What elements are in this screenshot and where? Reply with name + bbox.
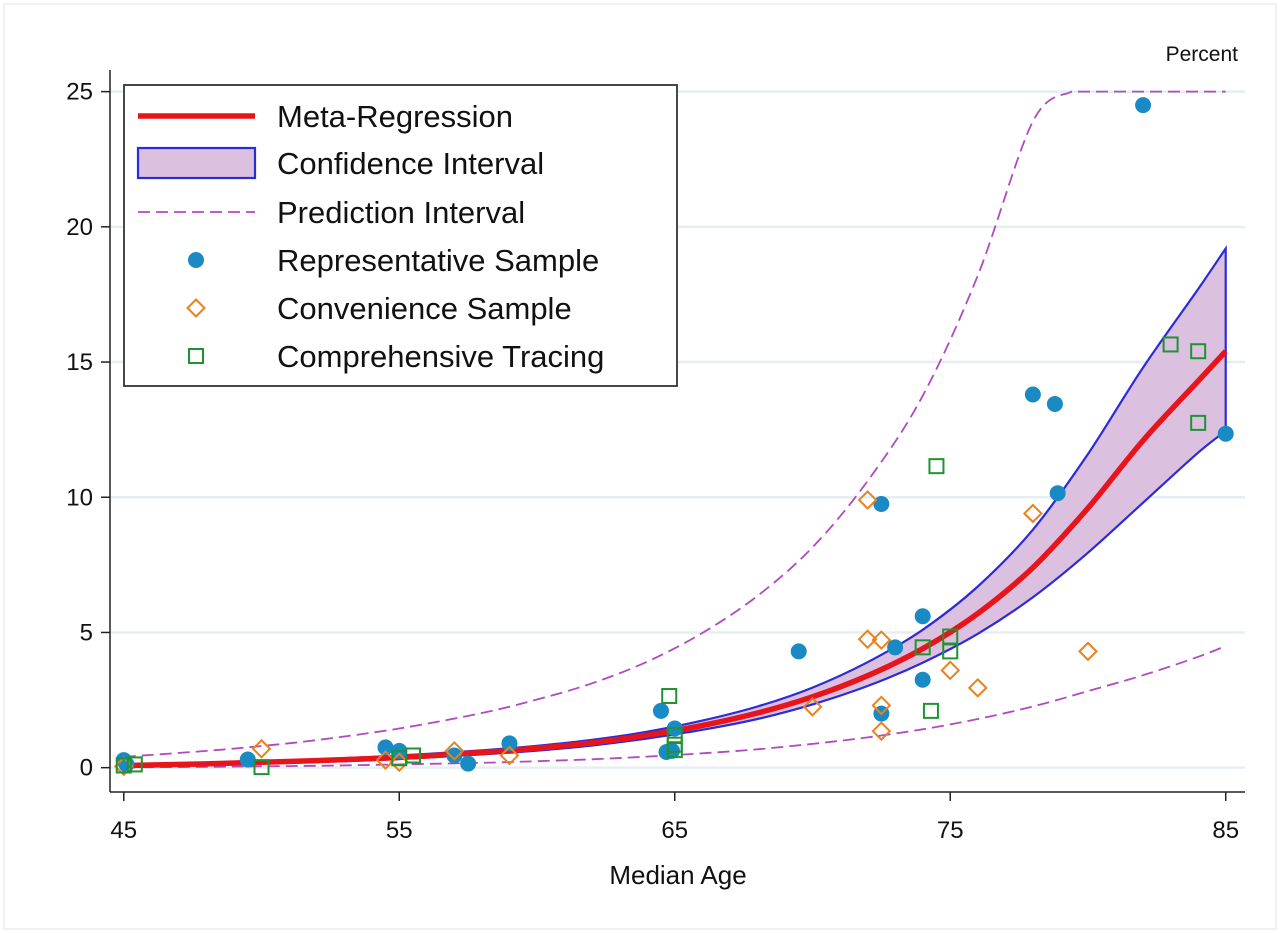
legend-swatch-representative: [188, 252, 204, 268]
x-tick-label-65: 65: [661, 817, 688, 844]
point-square-10: [922, 702, 939, 719]
point-diamond-8: [857, 629, 878, 650]
point-diamond-4: [444, 740, 465, 761]
legend-item-ci: Confidence Interval: [136, 146, 544, 181]
point-circle-16: [914, 608, 931, 625]
point-circle-2: [239, 751, 256, 768]
x-axis-ticks: 45 55 65 75 85: [110, 792, 1239, 844]
point-square-8: [666, 742, 683, 759]
legend-item-representative: Representative Sample: [188, 243, 599, 278]
point-square-11: [928, 458, 945, 475]
legend-box: [123, 84, 678, 387]
point-square-1: [126, 756, 143, 773]
y-tick-label-10: 10: [66, 484, 93, 511]
legend-label-ci: Confidence Interval: [277, 146, 544, 181]
y-tick-label-5: 5: [80, 619, 93, 646]
point-diamond-3: [389, 752, 410, 773]
prediction-interval-upper-line: [123, 90, 1226, 758]
point-square-9: [914, 639, 931, 656]
point-circle-6: [460, 755, 477, 772]
legend-swatch-tracing: [188, 348, 204, 364]
legend: Meta-Regression Confidence Interval Predic…: [123, 84, 678, 387]
point-circle-5: [446, 747, 463, 764]
x-tick-label-55: 55: [386, 817, 413, 844]
figure-frame: [3, 3, 1277, 930]
legend-items: Meta-Regression Confidence Interval Predic…: [136, 99, 604, 374]
legend-swatch-convenience: [186, 298, 206, 318]
point-circle-7: [501, 735, 518, 752]
meta-regression-line: [123, 349, 1228, 769]
point-square-13: [942, 643, 959, 660]
y-tick-label-0: 0: [80, 755, 93, 782]
point-diamond-7: [857, 490, 878, 510]
y-unit-label: Percent: [1166, 43, 1239, 66]
point-square-16: [1190, 414, 1207, 431]
y-tick-label-25: 25: [66, 79, 93, 106]
point-circle-20: [1049, 485, 1066, 502]
point-diamond-1: [251, 738, 272, 759]
point-diamond-12: [940, 660, 961, 681]
series-diamond: [113, 490, 1098, 777]
point-square-2: [253, 759, 270, 776]
legend-swatch-ci: [136, 146, 257, 180]
legend-label-tracing: Comprehensive Tracing: [277, 339, 604, 374]
x-tick-label-45: 45: [110, 817, 137, 844]
point-square-5: [661, 688, 678, 705]
x-tick-label-85: 85: [1212, 817, 1239, 844]
axes: 0 5 10 15 20 25 45 55 65 75 85 Median Age Percent: [66, 43, 1245, 890]
point-circle-18: [1024, 386, 1041, 403]
point-diamond-2: [375, 750, 396, 771]
legend-item-regression: Meta-Regression: [138, 99, 513, 134]
point-circle-15: [887, 639, 904, 656]
point-circle-17: [914, 671, 931, 688]
legend-label-prediction: Prediction Interval: [277, 195, 525, 230]
point-circle-8: [652, 702, 669, 719]
y-tick-label-15: 15: [66, 349, 93, 376]
point-diamond-6: [802, 696, 823, 717]
point-diamond-0: [113, 756, 134, 777]
legend-label-regression: Meta-Regression: [277, 99, 513, 134]
legend-item-prediction: Prediction Interval: [138, 195, 525, 230]
legend-item-tracing: Comprehensive Tracing: [188, 339, 604, 374]
point-diamond-11: [871, 721, 892, 742]
plot-region: [113, 90, 1234, 777]
legend-label-representative: Representative Sample: [277, 243, 599, 278]
x-axis-title: Median Age: [609, 860, 746, 890]
point-circle-22: [1217, 425, 1234, 442]
point-diamond-5: [499, 745, 520, 766]
series-square: [115, 336, 1207, 776]
point-square-4: [405, 747, 422, 764]
point-circle-12: [790, 643, 807, 660]
point-circle-19: [1046, 395, 1063, 412]
data-markers: [113, 97, 1234, 777]
x-tick-label-75: 75: [937, 817, 964, 844]
point-diamond-10: [871, 695, 892, 716]
point-diamond-14: [1022, 503, 1043, 524]
legend-label-convenience: Convenience Sample: [277, 291, 572, 326]
y-tick-label-20: 20: [66, 214, 93, 241]
point-diamond-13: [967, 677, 988, 698]
y-axis-ticks: 0 5 10 15 20 25: [66, 79, 110, 782]
point-circle-3: [377, 739, 394, 756]
point-square-14: [1162, 336, 1179, 353]
point-diamond-15: [1078, 641, 1098, 662]
legend-item-convenience: Convenience Sample: [186, 291, 572, 326]
point-circle-21: [1135, 97, 1152, 114]
point-square-15: [1190, 343, 1207, 360]
prediction-interval-lower-line: [123, 645, 1227, 769]
point-square-0: [115, 757, 132, 774]
point-diamond-9: [871, 630, 892, 650]
